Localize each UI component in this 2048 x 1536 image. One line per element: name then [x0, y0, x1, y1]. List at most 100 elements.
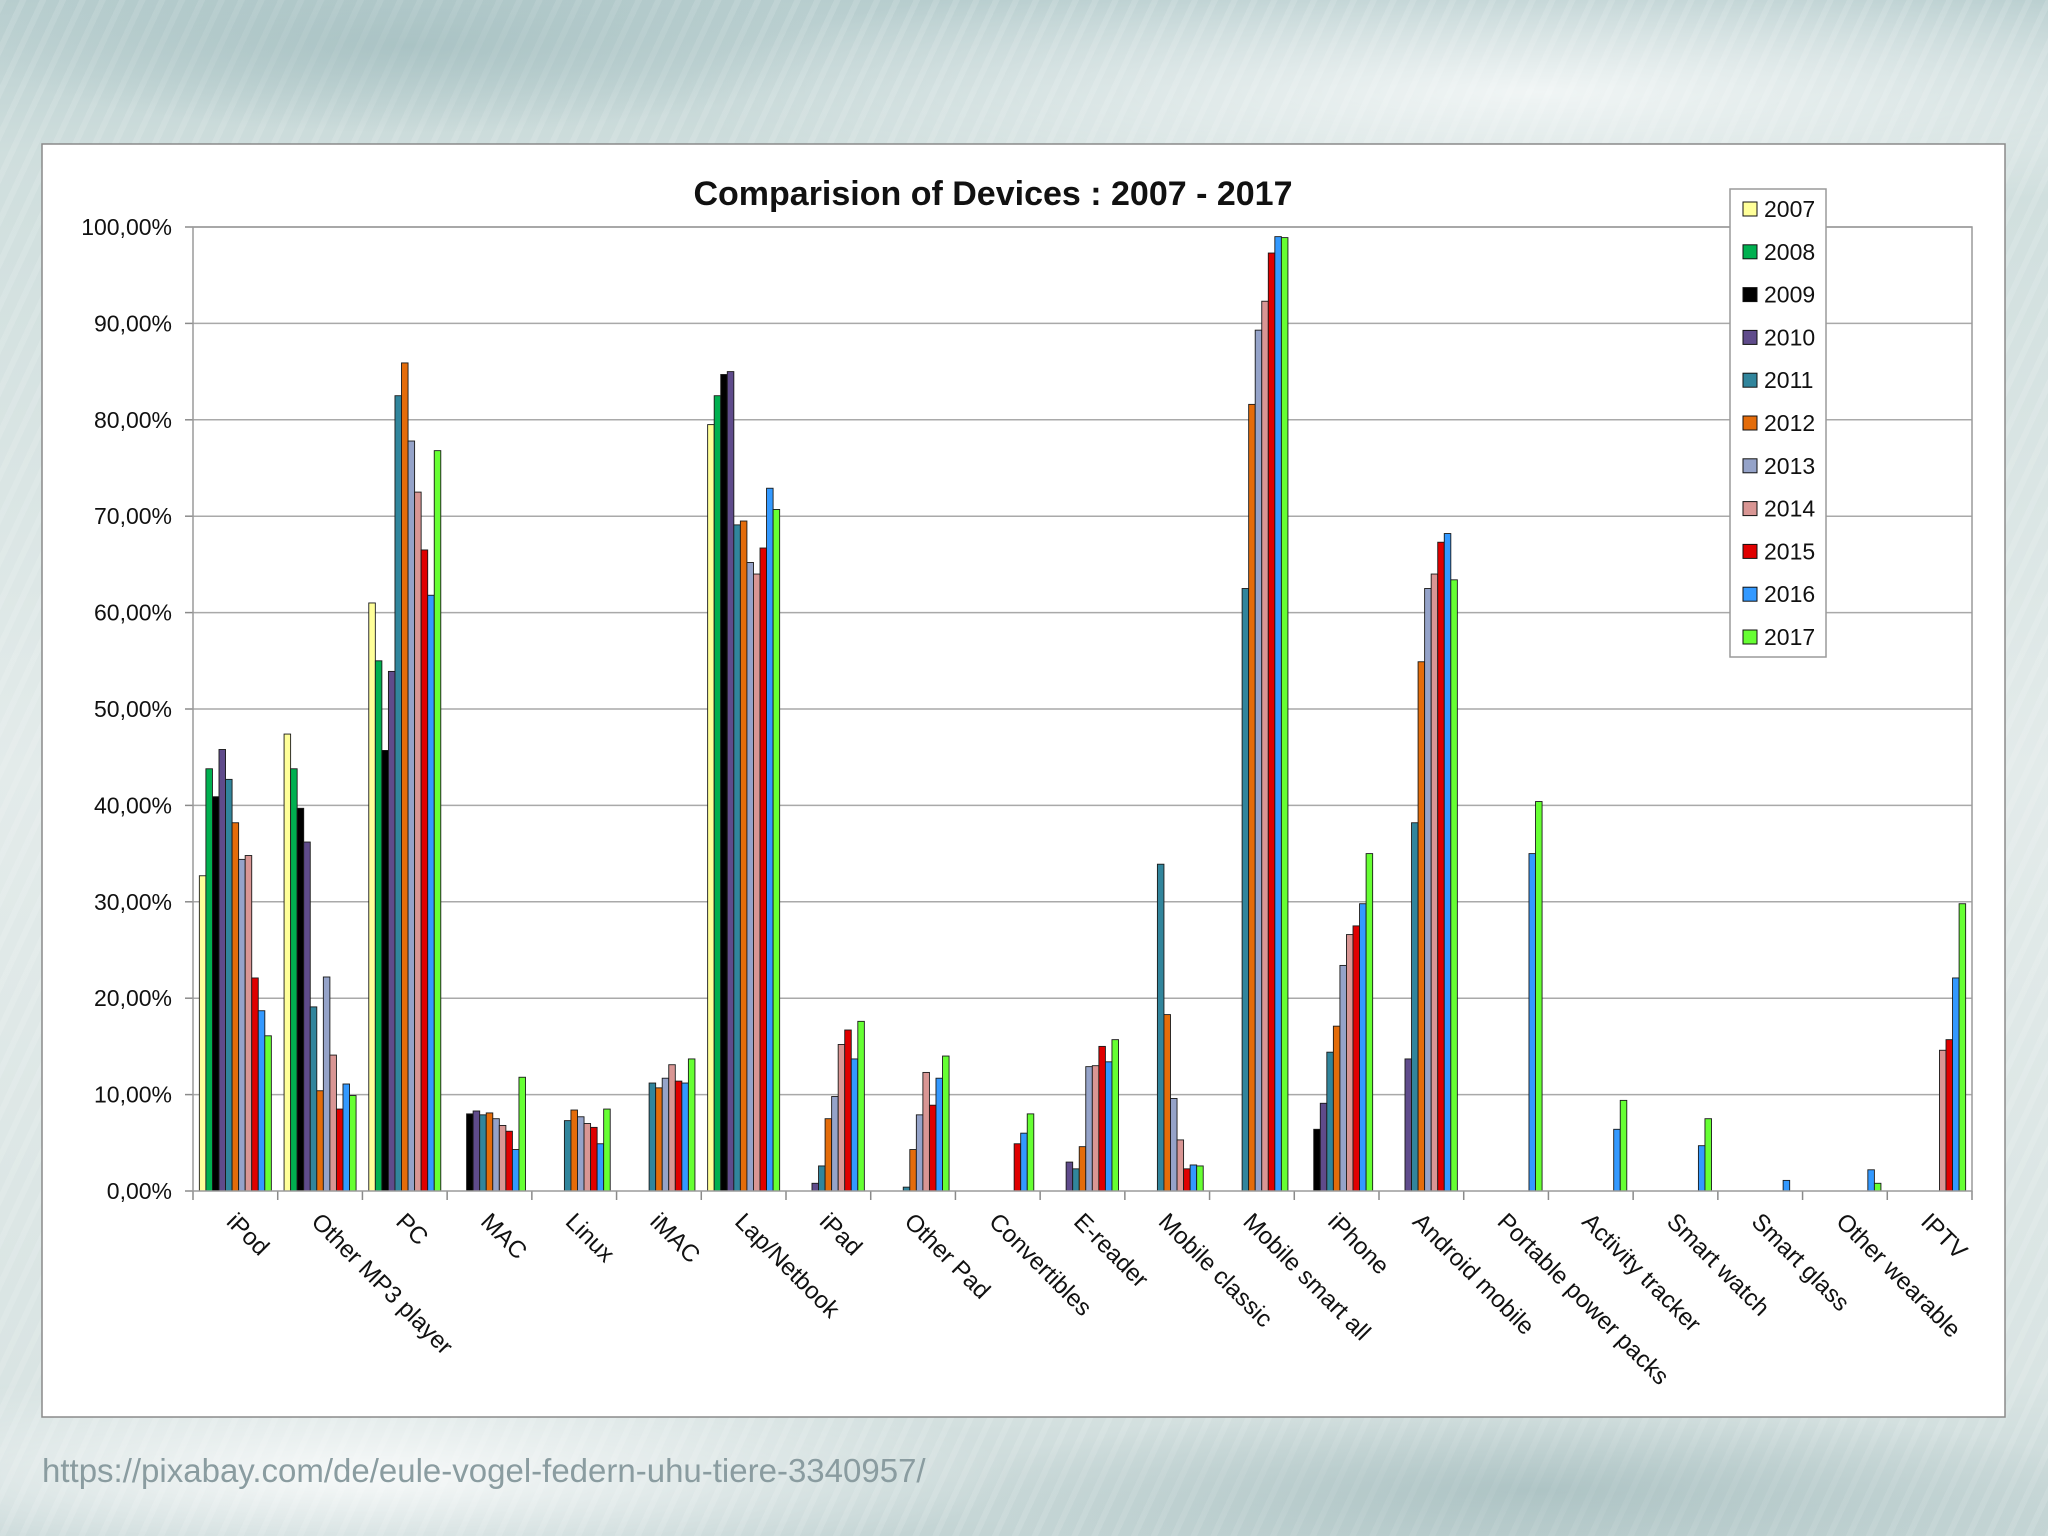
bar-lap-netbook-2008 [713, 395, 722, 1192]
y-axis-labels: 0,00% 10,00% 20,00% 30,00% 40,00% 50,00% 60,00… [81, 214, 172, 1204]
bar-pc-2008 [374, 660, 383, 1192]
bar-ipod-2009 [211, 796, 220, 1192]
legend-swatch-2007 [1742, 201, 1758, 217]
bar-e-reader-2010 [1065, 1161, 1074, 1192]
legend-swatch-2017 [1742, 629, 1758, 645]
y-tick-label: 50,00% [94, 696, 172, 722]
bar-linux-2017 [603, 1108, 611, 1192]
legend-swatch-2010 [1742, 329, 1758, 345]
bar-other-pad-2016 [935, 1077, 943, 1192]
bar-iptv-2014 [1939, 1049, 1947, 1192]
bar-iphone-2016 [1359, 903, 1367, 1192]
bar-imac-2011 [648, 1082, 657, 1192]
bar-mac-2016 [511, 1149, 520, 1192]
bar-mac-2014 [498, 1124, 507, 1192]
legend-item-2011: 2011 [1742, 367, 1813, 393]
bar-mac-2013 [492, 1118, 500, 1192]
bar-mobile-smart-all-2013 [1254, 329, 1263, 1192]
bar-iphone-2011 [1326, 1051, 1334, 1192]
chart-title: Comparision of Devices : 2007 - 2017 [693, 175, 1292, 213]
bar-android-mobile-2017 [1450, 579, 1458, 1192]
bar-linux-2012 [570, 1109, 578, 1192]
bar-mobile-classic-2017 [1196, 1165, 1204, 1192]
y-tick-label: 90,00% [94, 310, 172, 336]
bar-convertibles-2015 [1013, 1143, 1022, 1192]
bar-e-reader-2017 [1111, 1039, 1119, 1192]
bar-iphone-2017 [1365, 853, 1374, 1192]
bar-lap-netbook-2007 [707, 424, 715, 1192]
source-url: https://pixabay.com/de/eule-vogel-federn… [42, 1452, 926, 1489]
legend-label-2008: 2008 [1764, 239, 1815, 265]
bar-group-e-reader [1065, 1039, 1119, 1192]
bar-mobile-classic-2011 [1156, 863, 1165, 1192]
bar-mobile-classic-2015 [1183, 1168, 1191, 1192]
bar-smart-glass-2016 [1782, 1179, 1791, 1192]
bar-other-wearable-2017 [1873, 1182, 1882, 1192]
legend-label-2015: 2015 [1764, 538, 1815, 564]
bar-pc-2010 [387, 670, 396, 1192]
bar-ipad-2013 [831, 1096, 839, 1192]
bar-ipod-2010 [218, 749, 226, 1192]
bar-ipod-2016 [257, 1010, 266, 1192]
bar-mac-2017 [518, 1076, 526, 1192]
legend-swatch-2011 [1742, 372, 1758, 388]
bar-ipod-2007 [198, 875, 207, 1192]
bar-android-mobile-2012 [1417, 661, 1426, 1192]
bar-smart-watch-2017 [1704, 1118, 1712, 1192]
bar-linux-2016 [596, 1143, 605, 1192]
bar-other-mp3-player-2013 [322, 976, 331, 1192]
bar-mac-2015 [505, 1130, 513, 1192]
legend-label-2016: 2016 [1764, 581, 1815, 607]
bar-e-reader-2013 [1085, 1066, 1093, 1192]
bar-group-ipad [811, 1020, 865, 1192]
bar-mac-2011 [479, 1114, 487, 1192]
bar-ipad-2014 [837, 1044, 846, 1192]
bar-group-iphone [1313, 853, 1374, 1192]
y-tick-label: 70,00% [94, 503, 172, 529]
bar-other-pad-2015 [928, 1104, 937, 1192]
bar-mobile-smart-all-2011 [1241, 588, 1250, 1192]
bar-pc-2011 [394, 395, 402, 1192]
bar-mobile-smart-all-2016 [1274, 236, 1282, 1192]
bar-other-mp3-player-2011 [309, 1006, 318, 1192]
bar-ipad-2011 [818, 1165, 826, 1192]
bar-lap-netbook-2015 [759, 547, 768, 1192]
y-tick-label: 30,00% [94, 889, 172, 915]
bar-mobile-classic-2012 [1163, 1014, 1171, 1192]
bar-mobile-smart-all-2015 [1267, 252, 1276, 1192]
bar-ipod-2012 [231, 822, 240, 1192]
bar-android-mobile-2015 [1437, 541, 1445, 1192]
legend-label-2014: 2014 [1764, 496, 1815, 522]
legend-item-2012: 2012 [1742, 410, 1815, 436]
bar-group-pc [368, 362, 442, 1192]
bar-other-mp3-player-2017 [349, 1095, 357, 1192]
bar-linux-2011 [563, 1120, 572, 1192]
bar-mobile-classic-2014 [1176, 1139, 1185, 1192]
bar-pc-2007 [368, 602, 376, 1192]
bar-android-mobile-2011 [1411, 822, 1419, 1192]
bar-other-mp3-player-2012 [316, 1090, 324, 1192]
bar-pc-2017 [433, 450, 442, 1192]
bar-group-lap-netbook [707, 371, 781, 1192]
legend-swatch-2014 [1742, 501, 1758, 517]
y-tick-label: 10,00% [94, 1082, 172, 1108]
bar-mac-2012 [485, 1112, 494, 1192]
bar-other-mp3-player-2014 [329, 1054, 337, 1192]
bar-pc-2015 [420, 549, 429, 1192]
bar-e-reader-2015 [1098, 1045, 1106, 1192]
bar-convertibles-2016 [1020, 1132, 1028, 1192]
legend-item-2008: 2008 [1742, 239, 1815, 265]
bar-mac-2010 [472, 1110, 481, 1192]
legend-label-2013: 2013 [1764, 453, 1815, 479]
bar-mobile-smart-all-2014 [1261, 300, 1269, 1192]
y-tick-label: 60,00% [94, 600, 172, 626]
bar-lap-netbook-2013 [746, 562, 754, 1192]
legend-label-2011: 2011 [1764, 367, 1813, 393]
y-tick-label: 100,00% [81, 214, 172, 240]
bar-lap-netbook-2012 [739, 520, 748, 1192]
bar-ipad-2012 [824, 1118, 833, 1192]
bar-other-pad-2017 [942, 1055, 950, 1192]
bar-iptv-2017 [1958, 903, 1967, 1192]
bar-ipad-2015 [844, 1029, 852, 1192]
bar-pc-2013 [407, 440, 416, 1192]
